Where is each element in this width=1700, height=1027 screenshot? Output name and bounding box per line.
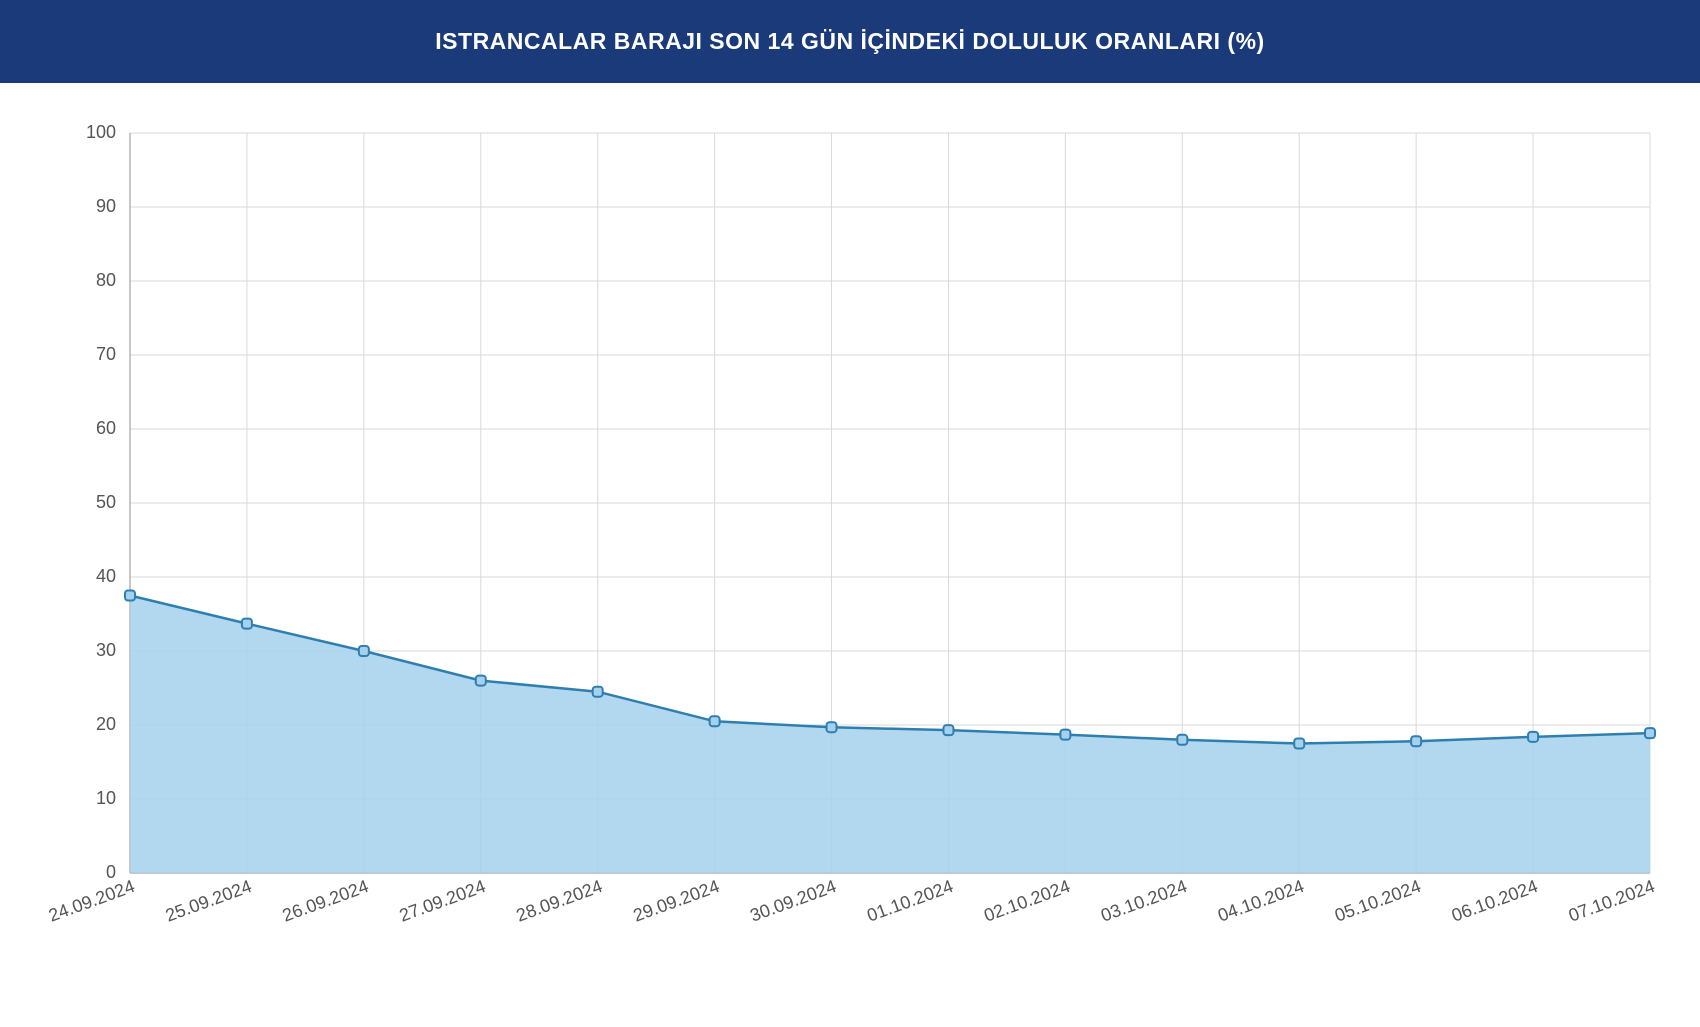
data-point-marker[interactable] — [1645, 728, 1655, 738]
y-axis-tick-label: 20 — [96, 714, 116, 734]
y-axis-tick-label: 0 — [106, 862, 116, 882]
chart-header: ISTRANCALAR BARAJI SON 14 GÜN İÇİNDEKİ D… — [0, 0, 1700, 83]
data-point-marker[interactable] — [1411, 736, 1421, 746]
data-point-marker[interactable] — [593, 687, 603, 697]
chart-title: ISTRANCALAR BARAJI SON 14 GÜN İÇİNDEKİ D… — [20, 28, 1680, 55]
y-axis-tick-label: 30 — [96, 640, 116, 660]
y-axis-tick-label: 100 — [86, 122, 116, 142]
data-point-marker[interactable] — [1528, 732, 1538, 742]
data-point-marker[interactable] — [125, 591, 135, 601]
y-axis-tick-label: 90 — [96, 196, 116, 216]
data-point-marker[interactable] — [943, 725, 953, 735]
y-axis-tick-label: 60 — [96, 418, 116, 438]
data-point-marker[interactable] — [710, 716, 720, 726]
data-point-marker[interactable] — [476, 676, 486, 686]
y-axis-tick-label: 70 — [96, 344, 116, 364]
data-point-marker[interactable] — [1294, 739, 1304, 749]
y-axis-tick-label: 40 — [96, 566, 116, 586]
data-point-marker[interactable] — [827, 722, 837, 732]
data-point-marker[interactable] — [242, 619, 252, 629]
chart-container: 010203040506070809010024.09.202425.09.20… — [0, 83, 1700, 1003]
data-point-marker[interactable] — [1060, 730, 1070, 740]
data-point-marker[interactable] — [359, 646, 369, 656]
y-axis-tick-label: 10 — [96, 788, 116, 808]
y-axis-tick-label: 80 — [96, 270, 116, 290]
area-chart: 010203040506070809010024.09.202425.09.20… — [20, 113, 1680, 983]
y-axis-tick-label: 50 — [96, 492, 116, 512]
data-point-marker[interactable] — [1177, 735, 1187, 745]
